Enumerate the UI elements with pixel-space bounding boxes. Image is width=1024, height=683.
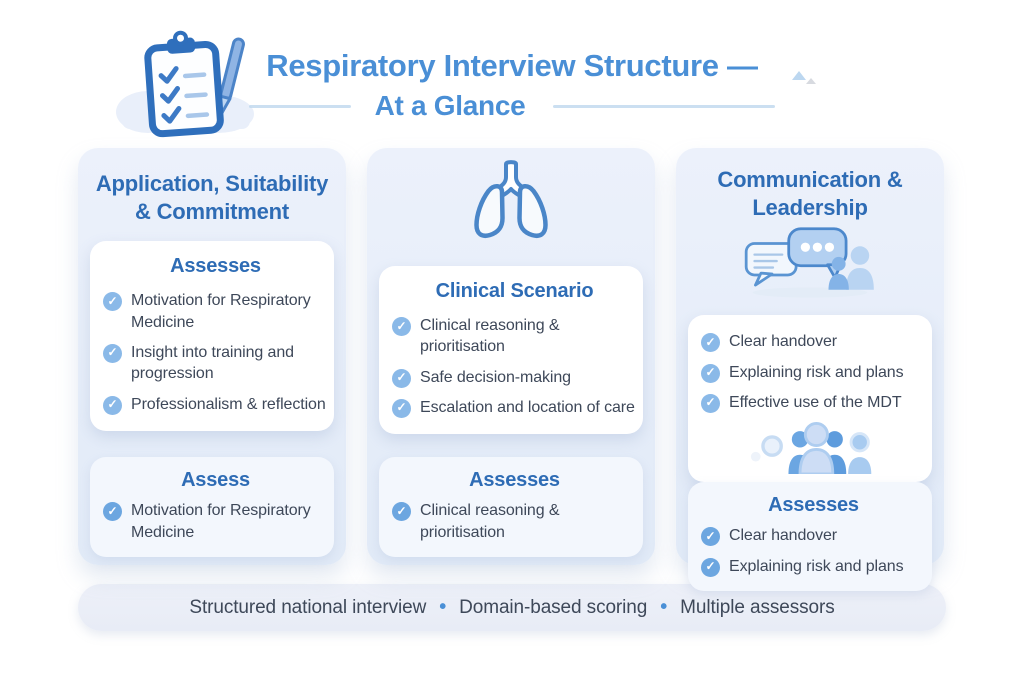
list-item-text: Effective use of the MDT	[729, 393, 902, 411]
check-circle-icon: ✓	[103, 502, 122, 522]
check-circle-icon: ✓	[103, 343, 122, 363]
assess-footer-card: Assess ✓ Motivation for Respiratory Medi…	[90, 457, 334, 557]
page-subtitle: At a Glance	[374, 90, 526, 121]
list-item-text: Motivation for Respiratory Medicine	[131, 292, 311, 331]
clipboard-checklist-icon	[110, 28, 260, 143]
column-title: Communication & Leadership	[717, 167, 903, 220]
check-circle-icon: ✓	[392, 368, 411, 388]
footer-item: Multiple assessors	[680, 596, 835, 618]
bullet-separator: •	[439, 596, 447, 618]
list-item-text: Clinical reasoning & prioritisation	[420, 317, 560, 356]
columns-row: Application, Suitability & Commitment As…	[0, 148, 1024, 591]
assesses-footer-card: Assesses ✓ Clear handover ✓ Explaining r…	[688, 482, 932, 591]
check-circle-icon: ✓	[392, 398, 411, 418]
list-item-text: Motivation for Respiratory Medicine	[131, 502, 311, 541]
communication-card: ✓ Clear handover ✓ Explaining risk and p…	[688, 315, 932, 483]
footer-heading: Assess	[181, 469, 250, 492]
check-circle-icon: ✓	[392, 502, 411, 522]
list-item: ✓ Explaining risk and plans	[701, 362, 926, 383]
clipboard-checklist-icon	[116, 30, 254, 138]
list-item-text: Clinical reasoning & prioritisation	[420, 502, 560, 541]
check-circle-icon: ✓	[103, 292, 122, 312]
list-item: ✓ Motivation for Respiratory Medicine	[103, 500, 328, 543]
summary-footer-bar: Structured national interview • Domain-b…	[78, 584, 946, 631]
list-item-text: Clear handover	[729, 333, 837, 351]
team-icon	[701, 422, 926, 475]
header: Respiratory Interview Structure — At a G…	[0, 0, 1024, 148]
list-item: ✓ Effective use of the MDT	[701, 392, 926, 413]
check-circle-icon: ✓	[701, 333, 720, 353]
list-item: ✓ Safe decision-making	[392, 367, 637, 388]
list-item-text: Clear handover	[729, 527, 837, 545]
list-item: ✓ Escalation and location of care	[392, 397, 637, 418]
list-item: ✓ Clear handover	[701, 331, 926, 353]
conversation-icon	[684, 225, 936, 299]
footer-heading: Assesses	[768, 494, 859, 517]
column-title: Application, Suitability & Commitment	[95, 171, 329, 224]
column-communication-leadership: Communication & Leadership	[676, 148, 944, 591]
list-item-text: Professionalism & reflection	[131, 395, 326, 413]
list-item: ✓ Clear handover	[701, 525, 926, 547]
assesses-card: Assesses ✓ Motivation for Respiratory Me…	[90, 241, 334, 431]
list-item: ✓ Insight into training and progression	[103, 342, 328, 385]
footer-item: Structured national interview	[189, 596, 427, 618]
list-item-text: Insight into training and progression	[131, 343, 294, 383]
list-item-text: Safe decision-making	[420, 368, 571, 386]
list-item: ✓ Clinical reasoning & prioritisation	[392, 500, 637, 543]
check-circle-icon: ✓	[392, 317, 411, 336]
decorative-line-right	[553, 104, 776, 108]
column-clinical-scenario: Clinical Scenario ✓ Clinical reasoning &…	[367, 148, 655, 565]
card-heading: Assesses	[170, 255, 261, 278]
check-circle-icon: ✓	[701, 527, 720, 547]
list-item: ✓ Explaining risk and plans	[701, 556, 926, 577]
list-item: ✓ Clinical reasoning & prioritisation	[392, 315, 637, 358]
list-item: ✓ Motivation for Respiratory Medicine	[103, 290, 328, 333]
check-circle-icon: ✓	[701, 557, 720, 577]
check-circle-icon: ✓	[701, 393, 720, 413]
footer-heading: Assesses	[469, 469, 560, 492]
check-circle-icon: ✓	[701, 363, 720, 383]
page-title: Respiratory Interview Structure —	[266, 48, 758, 83]
page-title-block: Respiratory Interview Structure — At a G…	[0, 0, 1024, 122]
sparkle-decoration-icon	[790, 64, 820, 90]
decorative-line-left	[248, 104, 351, 108]
check-circle-icon: ✓	[103, 395, 122, 415]
card-heading: Clinical Scenario	[435, 280, 594, 302]
list-item: ✓ Professionalism & reflection	[103, 394, 328, 415]
bullet-separator: •	[660, 596, 668, 618]
clinical-scenario-card: Clinical Scenario ✓ Clinical reasoning &…	[379, 266, 643, 435]
list-item-text: Escalation and location of care	[420, 398, 635, 416]
list-item-text: Explaining risk and plans	[729, 557, 904, 575]
footer-item: Domain-based scoring	[459, 596, 648, 618]
column-application-suitability: Application, Suitability & Commitment As…	[78, 148, 346, 565]
list-item-text: Explaining risk and plans	[729, 363, 904, 381]
lungs-icon	[375, 158, 647, 250]
assesses-footer-card: Assesses ✓ Clinical reasoning & prioriti…	[379, 457, 643, 557]
